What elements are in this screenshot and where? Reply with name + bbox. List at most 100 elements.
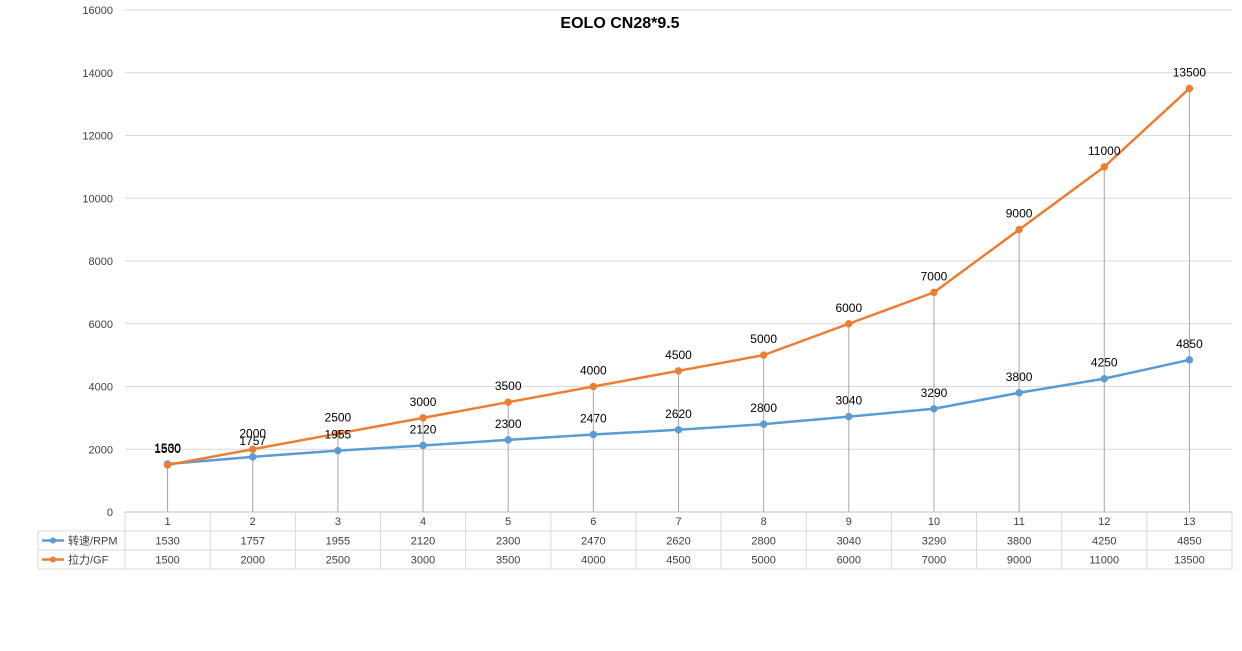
table-cell-value: 2800 xyxy=(751,536,775,548)
table-cell-value: 3290 xyxy=(922,536,946,548)
data-point xyxy=(759,420,768,428)
data-label: 3000 xyxy=(410,395,437,409)
data-point xyxy=(845,412,853,421)
x-tick-label: 7 xyxy=(675,516,681,528)
table-cell-value: 2470 xyxy=(581,536,605,548)
table-cell-value: 1530 xyxy=(155,536,179,548)
legend-series-name: 拉力/GF xyxy=(68,553,109,567)
table-cell-value: 2620 xyxy=(666,536,690,548)
data-label: 1955 xyxy=(325,428,352,442)
x-tick-label: 4 xyxy=(420,516,426,528)
data-label: 2470 xyxy=(580,412,607,426)
table-cell-value: 2300 xyxy=(496,536,520,548)
y-tick-label: 14000 xyxy=(82,68,113,80)
table-cell-value: 6000 xyxy=(837,555,861,567)
data-point xyxy=(845,320,853,328)
table-cell-value: 1757 xyxy=(240,536,264,548)
y-tick-label: 2000 xyxy=(89,444,113,456)
data-label: 1500 xyxy=(154,442,181,456)
y-tick-label: 10000 xyxy=(82,193,113,205)
data-point xyxy=(930,288,938,297)
x-tick-label: 9 xyxy=(846,516,852,528)
y-axis: 0 2000 4000 6000 8000 10000 12000 14000 16000 xyxy=(82,5,113,519)
data-label: 11000 xyxy=(1088,144,1121,158)
data-label: 2800 xyxy=(750,401,777,415)
table-cell-value: 1500 xyxy=(155,555,179,567)
data-label: 2620 xyxy=(665,407,692,421)
series-lines xyxy=(163,84,1194,469)
x-tick-label: 11 xyxy=(1013,516,1024,528)
x-tick-label: 8 xyxy=(761,516,767,528)
data-label: 2120 xyxy=(410,422,437,436)
x-tick-label: 3 xyxy=(335,516,341,528)
data-label: 2000 xyxy=(239,426,266,440)
data-label: 9000 xyxy=(1006,207,1033,221)
data-point xyxy=(674,367,683,375)
table-cell-value: 13500 xyxy=(1174,555,1205,567)
data-label: 2300 xyxy=(495,417,522,431)
data-label: 4000 xyxy=(580,364,607,378)
legend-key-marker xyxy=(50,556,56,563)
table-cell-value: 3500 xyxy=(496,555,520,567)
data-point xyxy=(930,405,938,413)
data-point xyxy=(249,445,257,453)
table-cell-value: 2120 xyxy=(411,536,435,548)
x-tick-label: 2 xyxy=(250,516,256,528)
table-cell-value: 3800 xyxy=(1007,536,1031,548)
data-point xyxy=(334,429,342,438)
gridlines xyxy=(125,9,1232,450)
data-point xyxy=(759,351,768,359)
table-cell-value: 11000 xyxy=(1089,555,1119,567)
data-point xyxy=(504,436,512,444)
chart-title: EOLO CN28*9.5 xyxy=(560,15,679,32)
legend-series-name: 转速/RPM xyxy=(68,534,118,548)
x-tick-label: 13 xyxy=(1183,516,1195,528)
legend-key-marker xyxy=(50,537,56,544)
table-cell-value: 9000 xyxy=(1007,555,1031,567)
data-label: 3290 xyxy=(921,386,948,400)
data-label: 1757 xyxy=(239,434,266,448)
y-tick-label: 12000 xyxy=(82,131,113,143)
data-label: 7000 xyxy=(921,269,948,283)
data-point xyxy=(419,414,427,422)
table-cell-value: 4500 xyxy=(666,555,690,567)
data-label: 4500 xyxy=(665,348,692,362)
table-cell-value: 1955 xyxy=(326,536,350,548)
table-cell-value: 5000 xyxy=(751,555,775,567)
y-tick-label: 8000 xyxy=(89,256,113,268)
data-point xyxy=(1100,163,1108,171)
data-point xyxy=(419,441,427,450)
x-tick-label: 12 xyxy=(1098,516,1110,528)
data-labels: 1530 1757 1955 2120 2300 2470 2620 2800 3040 3290… xyxy=(154,65,1206,456)
y-tick-label: 4000 xyxy=(89,382,113,394)
x-tick-label: 10 xyxy=(928,516,940,528)
data-label: 13500 xyxy=(1173,65,1207,79)
data-point xyxy=(674,426,683,434)
data-point xyxy=(589,430,598,439)
table-cell-value: 2000 xyxy=(240,555,264,567)
data-point xyxy=(589,382,598,391)
data-label: 4250 xyxy=(1091,356,1118,370)
data-label: 2500 xyxy=(325,411,352,425)
x-tick-label: 1 xyxy=(165,516,171,528)
data-point xyxy=(1100,374,1108,383)
data-point xyxy=(504,398,512,406)
table-cell-value: 7000 xyxy=(922,555,946,567)
table-cell-value: 4850 xyxy=(1177,536,1201,548)
data-label: 5000 xyxy=(750,332,777,346)
y-tick-label: 16000 xyxy=(82,5,113,17)
table-cell-value: 2500 xyxy=(326,555,350,567)
data-label: 1530 xyxy=(154,441,181,455)
table-cell-value: 4250 xyxy=(1092,536,1116,548)
x-tick-label: 6 xyxy=(590,516,596,528)
table-cell-value: 3000 xyxy=(411,555,435,567)
x-tick-label: 5 xyxy=(505,516,511,528)
data-label: 4850 xyxy=(1176,337,1203,351)
data-label: 3500 xyxy=(495,379,522,393)
data-point xyxy=(1185,84,1194,93)
y-tick-label: 6000 xyxy=(89,319,113,331)
drop-lines xyxy=(167,88,1190,512)
